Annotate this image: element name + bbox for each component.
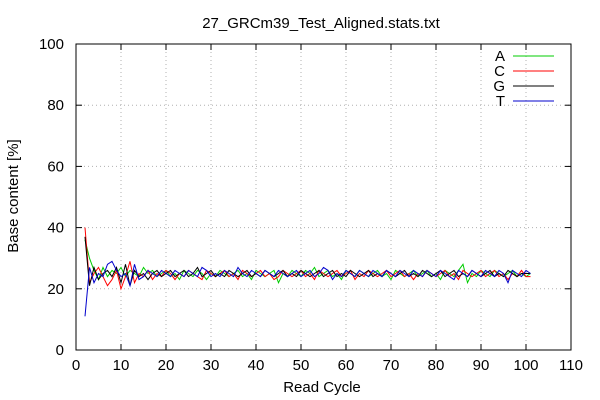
y-tick-label: 0 (56, 342, 64, 359)
plot-area (84, 227, 531, 317)
x-tick-label: 50 (293, 357, 310, 374)
y-tick-label: 40 (47, 220, 64, 237)
axes: 0 10 20 30 40 50 60 70 80 90 100 110 0 20 40 60 80 100 (39, 36, 583, 374)
x-tick-label: 20 (158, 357, 175, 374)
y-tick-label: 60 (47, 158, 64, 175)
y-tick-label: 80 (47, 97, 64, 114)
x-tick-label: 10 (113, 357, 130, 374)
x-tick-label: 60 (338, 357, 355, 374)
series-line-A (84, 239, 531, 285)
x-axis-label: Read Cycle (283, 379, 361, 396)
series-line-C (84, 227, 531, 291)
x-tick-label: 0 (72, 357, 80, 374)
x-tick-label: 110 (559, 357, 583, 374)
legend-label-A: A (495, 48, 505, 65)
series-line-T (84, 260, 531, 317)
y-axis-label: Base content [%] (5, 139, 22, 252)
legend-label-C: C (494, 63, 505, 80)
legend-label-T: T (496, 93, 505, 110)
x-tick-label: 40 (248, 357, 265, 374)
x-tick-label: 30 (203, 357, 220, 374)
x-tick-label: 90 (473, 357, 490, 374)
chart-title: 27_GRCm39_Test_Aligned.stats.txt (202, 15, 440, 32)
x-tick-label: 80 (428, 357, 445, 374)
x-tick-label: 70 (383, 357, 400, 374)
legend-label-G: G (493, 78, 505, 95)
y-tick-label: 20 (47, 281, 64, 298)
x-tick-label: 100 (513, 357, 538, 374)
plot-frame (75, 43, 572, 351)
y-tick-label: 100 (39, 36, 64, 53)
grid (76, 44, 571, 350)
